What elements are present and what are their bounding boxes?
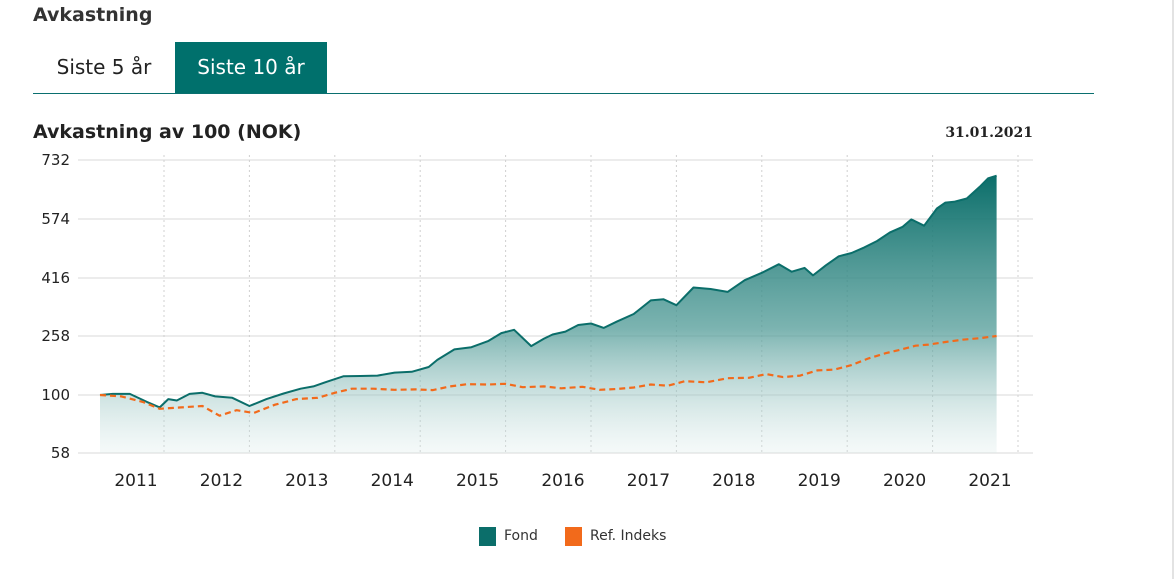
y-tick-label: 58 [51, 444, 70, 462]
x-tick-label: 2011 [114, 471, 157, 491]
x-tick-label: 2014 [371, 471, 414, 491]
x-tick-label: 2018 [712, 471, 755, 491]
y-tick-label: 100 [41, 386, 70, 404]
chart-legend: Fond Ref. Indeks [0, 526, 1174, 548]
legend-label-fond: Fond [504, 528, 538, 544]
y-tick-label: 574 [41, 210, 70, 228]
x-tick-label: 2021 [968, 471, 1011, 491]
legend-label-ref-index: Ref. Indeks [590, 528, 666, 544]
legend-swatch-ref-index [565, 527, 582, 546]
y-tick-label: 416 [41, 269, 70, 287]
x-tick-label: 2019 [798, 471, 841, 491]
x-tick-label: 2015 [456, 471, 499, 491]
x-tick-label: 2020 [883, 471, 926, 491]
y-tick-label: 732 [41, 151, 70, 169]
legend-swatch-fond [479, 527, 496, 546]
series-area-fond [100, 176, 997, 453]
x-tick-label: 2017 [627, 471, 670, 491]
legend-item-ref-index[interactable]: Ref. Indeks [565, 526, 666, 546]
x-tick-label: 2016 [541, 471, 584, 491]
return-chart: 732 574 416 258 100 58 2011 2012 2013 2014 2015 201… [0, 0, 1174, 579]
x-tick-label: 2013 [285, 471, 328, 491]
x-tick-label: 2012 [200, 471, 243, 491]
legend-item-fond[interactable]: Fond [479, 526, 538, 546]
y-tick-label: 258 [41, 327, 70, 345]
